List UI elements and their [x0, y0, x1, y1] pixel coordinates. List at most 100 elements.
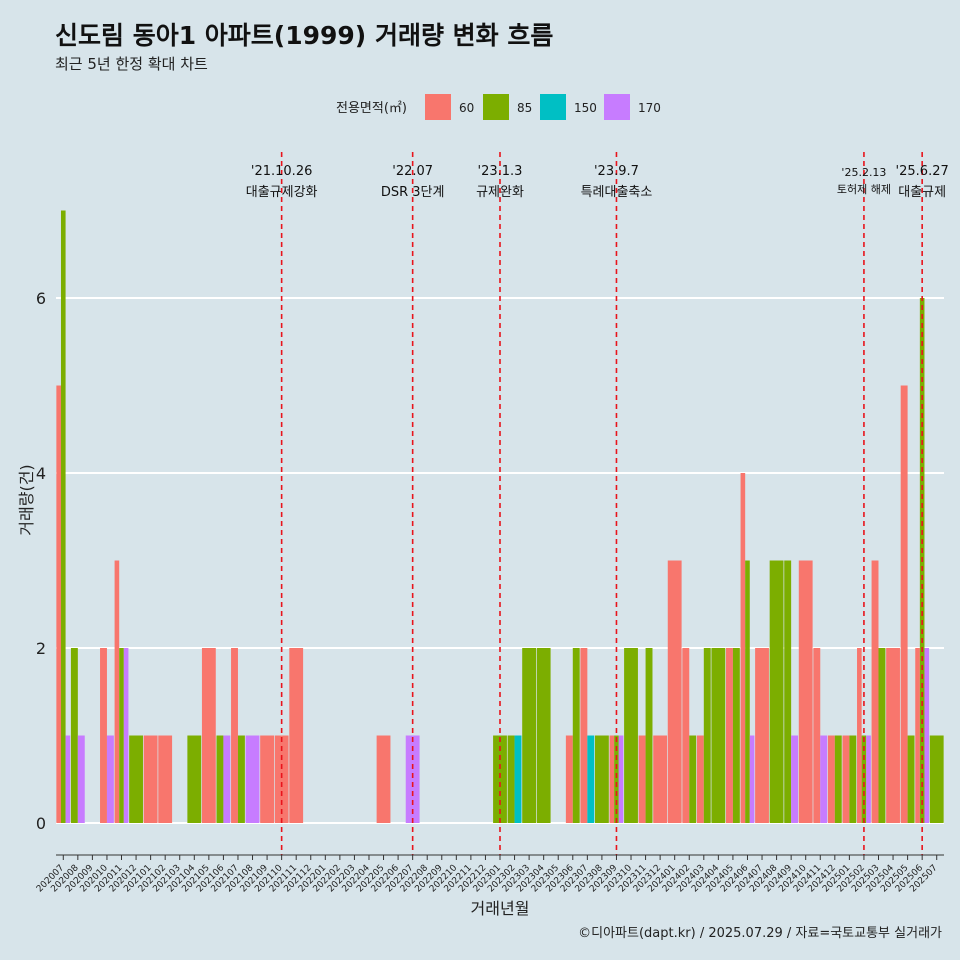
bar-85: [119, 648, 124, 823]
bar-170: [749, 735, 755, 823]
bar-170: [924, 648, 930, 823]
bar-60: [886, 648, 900, 823]
bar-60: [289, 648, 304, 823]
legend-label-60: 60: [459, 101, 474, 115]
bar-150: [587, 735, 595, 823]
bar-60: [143, 735, 158, 823]
bar-60: [667, 560, 682, 823]
y-tick-label: 6: [36, 289, 46, 308]
legend-swatch-150: [540, 94, 566, 120]
legend-swatch-170: [604, 94, 630, 120]
bar-85: [536, 648, 551, 823]
bar-170: [405, 735, 420, 823]
legend-swatch-85: [483, 94, 509, 120]
bar-60: [609, 735, 615, 823]
bar-60: [56, 385, 61, 823]
bar-85: [907, 735, 915, 823]
bar-85: [187, 735, 202, 823]
bar-60: [260, 735, 274, 823]
bar-85: [732, 648, 740, 823]
bar-60: [726, 648, 733, 823]
bar-60: [696, 735, 704, 823]
bar-170: [245, 735, 260, 823]
bar-60: [842, 735, 850, 823]
bar-60: [114, 560, 120, 823]
bar-85: [572, 648, 580, 823]
bar-85: [216, 735, 224, 823]
bar-170: [65, 735, 71, 823]
bar-60: [871, 560, 879, 823]
bar-85: [594, 735, 609, 823]
bar-60: [682, 648, 690, 823]
chart-subtitle: 최근 5년 한정 확대 차트: [55, 55, 208, 73]
bar-60: [376, 735, 391, 823]
bar-170: [866, 735, 871, 823]
bar-60: [580, 648, 588, 823]
bar-60: [565, 735, 573, 823]
bar-60: [755, 648, 769, 823]
event-date: '21.10.26: [251, 164, 312, 179]
event-date: '23.9.7: [594, 164, 639, 179]
bar-60: [231, 648, 238, 823]
bar-85: [703, 648, 711, 823]
bar-85: [745, 560, 750, 823]
bar-85: [493, 735, 507, 823]
event-label: 규제완화: [476, 185, 524, 200]
bar-85: [861, 735, 867, 823]
event-date: '23.1.3: [478, 164, 523, 179]
bar-60: [100, 648, 107, 823]
bar-170: [791, 735, 799, 823]
event-label: 특례대출축소: [581, 185, 653, 200]
bar-85: [129, 735, 143, 823]
bar-85: [614, 735, 619, 823]
bar-85: [929, 735, 944, 823]
legend-title: 전용면적(㎡): [336, 101, 407, 116]
y-tick-label: 2: [36, 639, 46, 658]
bar-85: [237, 735, 245, 823]
y-axis-title: 거래량(건): [17, 464, 36, 535]
bar-85: [70, 648, 78, 823]
source-caption: ©디아파트(dapt.kr) / 2025.07.29 / 자료=국토교통부 실…: [578, 926, 942, 941]
event-label: 대출규제강화: [246, 185, 318, 200]
bar-85: [784, 560, 792, 823]
bar-60: [798, 560, 813, 823]
bar-170: [106, 735, 114, 823]
bar-60: [813, 648, 821, 823]
event-date: '25.2.13: [841, 166, 886, 179]
bar-85: [834, 735, 842, 823]
bar-60: [274, 735, 289, 823]
legend-swatch-60: [425, 94, 451, 120]
bar-170: [820, 735, 828, 823]
bar-85: [849, 735, 857, 823]
bar-85: [645, 648, 653, 823]
bar-150: [514, 735, 522, 823]
event-date: '25.6.27: [896, 164, 949, 179]
bar-85: [507, 735, 515, 823]
y-tick-label: 0: [36, 814, 46, 833]
bar-60: [158, 735, 173, 823]
bar-170: [223, 735, 231, 823]
bar-60: [915, 648, 920, 823]
bar-60: [653, 735, 668, 823]
bar-60: [740, 473, 746, 823]
event-date: '22.07: [392, 164, 433, 179]
y-tick-label: 4: [36, 464, 46, 483]
legend-label-170: 170: [638, 101, 661, 115]
bar-60: [857, 648, 862, 823]
bar-85: [878, 648, 886, 823]
bar-60: [201, 648, 216, 823]
bar-85: [711, 648, 726, 823]
bar-60: [900, 385, 908, 823]
event-label: 대출규제: [898, 185, 946, 200]
bar-170: [77, 735, 85, 823]
bar-170: [618, 735, 624, 823]
bar-85: [624, 648, 638, 823]
chart-title: 신도림 동아1 아파트(1999) 거래량 변화 흐름: [55, 21, 554, 50]
bar-85: [60, 210, 66, 823]
bar-85: [769, 560, 784, 823]
legend-label-150: 150: [574, 101, 597, 115]
x-axis-title: 거래년월: [471, 899, 530, 918]
legend-label-85: 85: [517, 101, 532, 115]
bar-85: [522, 648, 537, 823]
